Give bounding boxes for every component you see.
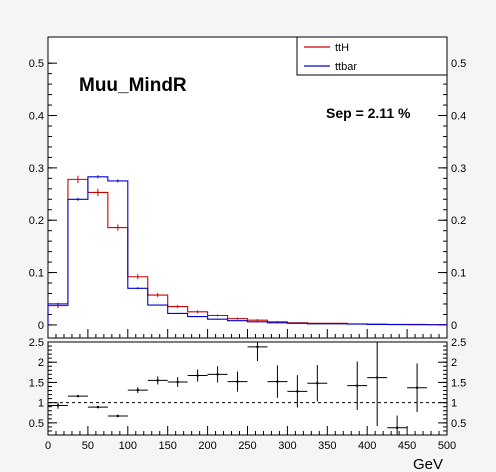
ratio-x-tick-label: 500 — [438, 440, 456, 452]
y-tick-label: 0.2 — [29, 215, 44, 227]
y-tick-label: 0.5 — [29, 58, 44, 70]
y-tick-label: 0.3 — [29, 163, 44, 175]
ratio-point-marker — [196, 374, 199, 377]
y-tick-label-right: 0.2 — [451, 215, 466, 227]
y-tick-label-right: 0.3 — [451, 163, 466, 175]
ratio-point-marker — [256, 345, 259, 349]
y-tick-label-right: 0 — [451, 320, 457, 332]
ratio-point-marker — [375, 376, 379, 379]
ratio-y-tick-label: 2 — [38, 357, 44, 369]
chart-title: Muu_MindR — [79, 75, 187, 96]
ratio-x-tick-label: 350 — [318, 440, 336, 452]
legend: ttH ttbar — [296, 36, 448, 76]
ratio-x-tick-label: 300 — [278, 440, 296, 452]
legend-label-ttbar: ttbar — [335, 61, 357, 73]
ratio-point-marker — [76, 394, 80, 398]
ratio-y-tick-label-right: 1.5 — [451, 377, 466, 389]
ratio-x-tick-label: 450 — [398, 440, 416, 452]
ratio-y-tick-label: 1.5 — [29, 377, 44, 389]
ratio-point-marker — [276, 380, 279, 383]
ratio-x-tick-label: 400 — [358, 440, 376, 452]
ratio-point-marker — [56, 404, 60, 407]
ratio-point-marker — [296, 390, 299, 393]
ratio-y-tick-label: 0.5 — [29, 418, 44, 430]
ratio-point-marker — [236, 380, 239, 383]
histogram-line-ttbar — [47, 176, 448, 326]
ratio-y-tick-label-right: 2.5 — [451, 337, 466, 349]
main-plot-frame — [47, 36, 448, 339]
ratio-y-tick-label: 1 — [38, 398, 44, 410]
ratio-point-marker — [116, 414, 120, 418]
separation-annotation: Sep = 2.11 % — [326, 105, 411, 121]
x-axis-label: GeV — [413, 456, 443, 472]
ratio-x-tick-label: 0 — [45, 440, 51, 452]
ratio-point-marker — [356, 384, 359, 387]
y-tick-label-right: 0.4 — [451, 111, 466, 123]
main-axes: 0 0 0.1 0.1 0.2 0.2 0.3 0.3 0.4 0.4 0.5 0.5 — [29, 58, 466, 338]
ratio-x-tick-label: 100 — [119, 440, 137, 452]
ratio-plot-frame — [47, 341, 448, 436]
y-tick-label-right: 0.1 — [451, 268, 466, 280]
y-tick-label: 0 — [38, 320, 44, 332]
y-tick-label-right: 0.5 — [451, 58, 466, 70]
ratio-y-tick-label-right: 0.5 — [451, 418, 466, 430]
ratio-y-tick-label-right: 2 — [451, 357, 457, 369]
main-series — [47, 175, 448, 326]
ratio-point-marker — [415, 386, 419, 389]
ratio-x-tick-label: 50 — [82, 440, 94, 452]
ratio-points — [48, 342, 428, 435]
ratio-point-marker — [176, 380, 179, 384]
ratio-point-marker — [395, 426, 399, 429]
ratio-x-tick-label: 200 — [198, 440, 216, 452]
y-tick-label: 0.1 — [29, 268, 44, 280]
ratio-point-marker — [96, 405, 100, 409]
ratio-x-tick-label: 250 — [238, 440, 256, 452]
ratio-point-marker — [156, 379, 159, 382]
legend-label-tth: ttH — [335, 42, 349, 54]
ratio-point-marker — [316, 382, 319, 385]
ratio-point-marker — [216, 373, 219, 376]
ratio-x-tick-label: 150 — [159, 440, 177, 452]
ratio-axes: 0.5 0.5 1 1 1.5 1.5 2 2 2.5 2.5 0 50 100 150 200 250 300… — [29, 337, 467, 452]
ratio-y-tick-label: 2.5 — [29, 337, 44, 349]
legend-box — [296, 36, 448, 76]
y-tick-label: 0.4 — [29, 111, 44, 123]
ratio-y-tick-label-right: 1 — [451, 398, 457, 410]
ratio-point-marker — [136, 388, 139, 392]
